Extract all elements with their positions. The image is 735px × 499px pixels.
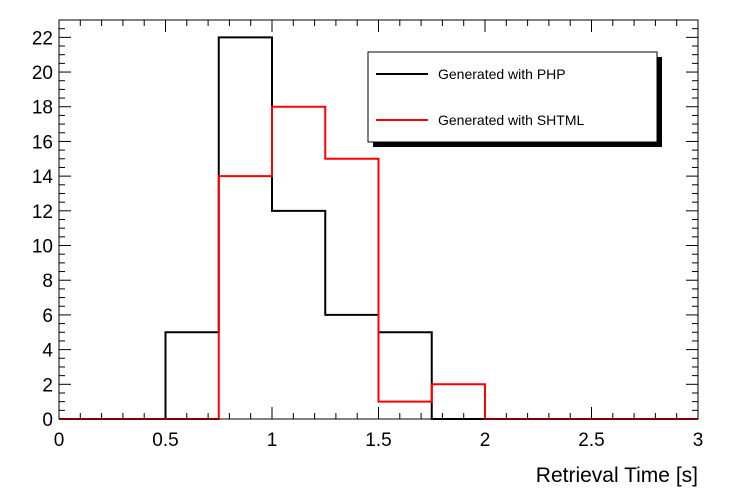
x-tick-label: 1.5 bbox=[365, 430, 391, 451]
x-tick-label: 3 bbox=[693, 430, 704, 451]
x-tick-label: 1 bbox=[267, 430, 278, 451]
y-tick-label: 12 bbox=[32, 202, 53, 223]
histogram-bin bbox=[379, 402, 432, 419]
y-tick-label: 10 bbox=[32, 237, 53, 258]
y-tick-label: 4 bbox=[42, 341, 53, 362]
histogram-bin bbox=[379, 332, 432, 419]
y-tick-label: 18 bbox=[32, 98, 53, 119]
histogram-bin bbox=[166, 332, 219, 419]
legend-box bbox=[367, 51, 658, 143]
histogram-bin bbox=[325, 159, 378, 419]
histogram-bin bbox=[325, 315, 378, 419]
histogram-bin bbox=[272, 211, 325, 419]
legend: Generated with PHP Generated with SHTML bbox=[367, 51, 662, 147]
x-tick-label: 2 bbox=[480, 430, 491, 451]
histogram-bin bbox=[432, 384, 485, 419]
y-tick-label: 8 bbox=[42, 271, 53, 292]
y-tick-label: 2 bbox=[42, 375, 53, 396]
x-tick-label: 0.5 bbox=[152, 430, 178, 451]
histogram-bin bbox=[272, 107, 325, 419]
legend-label-shtml: Generated with SHTML bbox=[438, 112, 584, 128]
histogram-bin bbox=[219, 37, 272, 419]
y-tick-label: 20 bbox=[32, 63, 53, 84]
histogram-outline-shtml bbox=[59, 105, 698, 420]
y-axis-ticks: 0 2 4 6 8 10 12 14 16 18 20 22 bbox=[32, 19, 698, 431]
histogram-bin bbox=[219, 176, 272, 419]
x-tick-label: 2.5 bbox=[578, 430, 604, 451]
y-tick-label: 22 bbox=[32, 28, 53, 49]
y-tick-label: 6 bbox=[42, 306, 53, 327]
x-tick-label: 0 bbox=[54, 430, 65, 451]
y-tick-label: 16 bbox=[32, 132, 53, 153]
y-tick-label: 0 bbox=[42, 410, 53, 431]
y-tick-label: 14 bbox=[32, 167, 54, 188]
x-axis-title: Retrieval Time [s] bbox=[536, 464, 698, 487]
plot-frame bbox=[58, 19, 699, 420]
legend-label-php: Generated with PHP bbox=[438, 66, 566, 82]
